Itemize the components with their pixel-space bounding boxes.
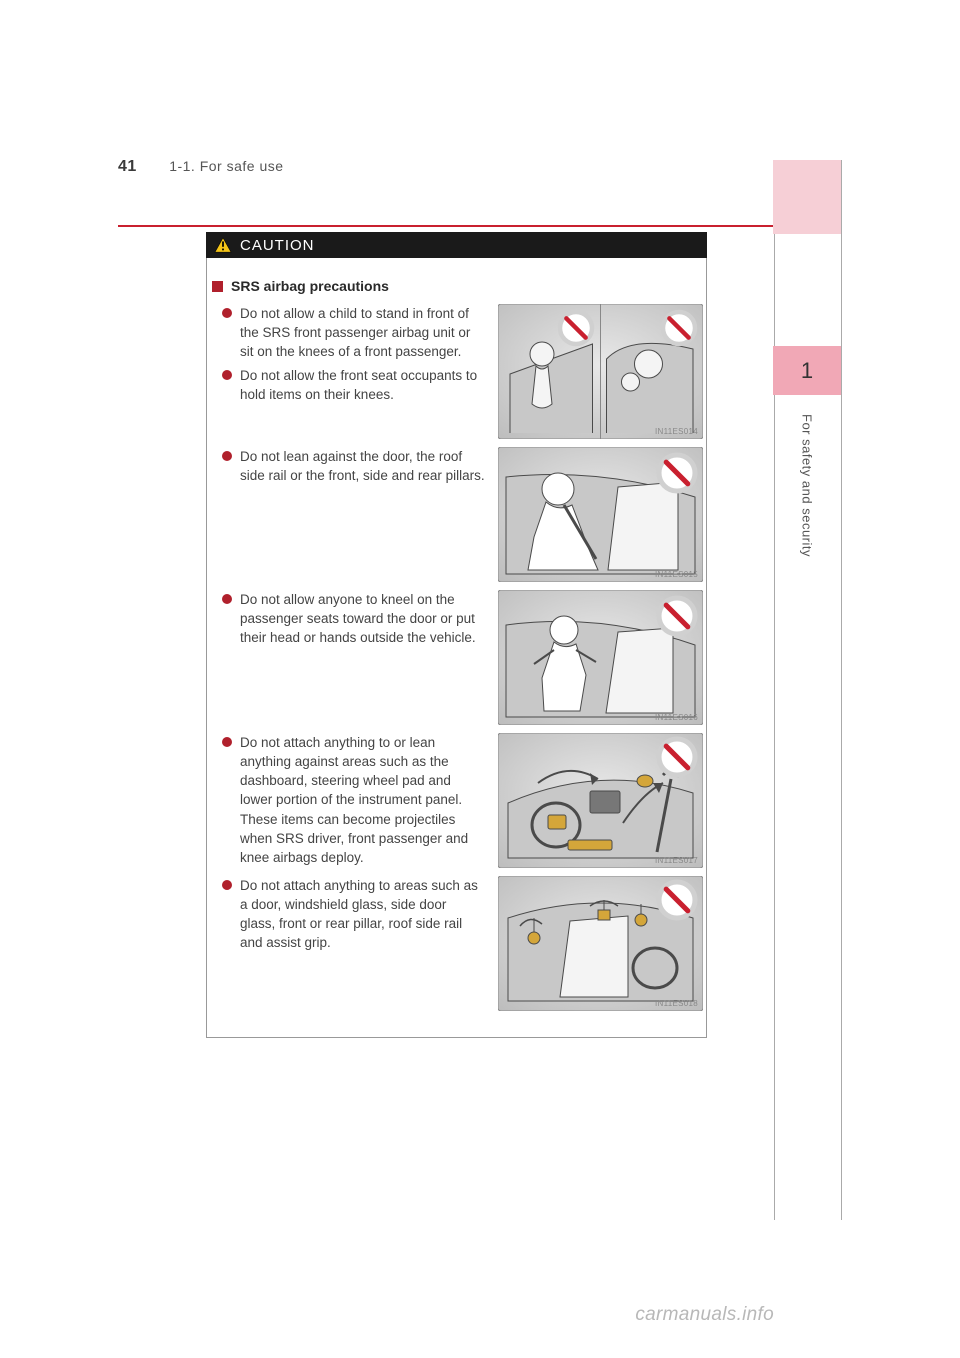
illustration-refcode: IN11ES014 (655, 427, 698, 436)
bullet-text: Do not attach anything to areas such as … (240, 876, 485, 953)
watermark: carmanuals.info (635, 1304, 774, 1326)
bullet-marker-icon (222, 880, 232, 890)
bullet-marker-icon (222, 594, 232, 604)
side-tab-label: For safety and security (773, 408, 841, 728)
bullet-text: Do not allow anyone to kneel on the pass… (240, 590, 485, 647)
caution-heading: SRS airbag precautions (212, 278, 389, 294)
caution-label: CAUTION (240, 237, 315, 254)
side-tab-top (773, 160, 841, 234)
page-number: 41 (118, 158, 137, 175)
warning-icon (214, 237, 232, 253)
bullet-text: Do not attach anything to or lean anythi… (240, 733, 485, 867)
bullet-text: Do not allow the front seat occupants to… (240, 366, 485, 404)
caution-heading-text: SRS airbag precautions (231, 278, 389, 294)
chapter-number: 1 (801, 358, 813, 384)
bullet-marker-icon (222, 370, 232, 380)
bullet-marker-icon (222, 737, 232, 747)
illustration: IN11ES015 (498, 447, 703, 582)
illustration-refcode: IN11ES018 (655, 999, 698, 1008)
illustration: IN11ES017 (498, 733, 703, 868)
section-path: 1-1. For safe use (169, 158, 283, 174)
page-header: 41 1-1. For safe use (118, 158, 778, 176)
side-tab-chapter: 1 (773, 346, 841, 395)
bullet-marker-icon (222, 451, 232, 461)
illustration: IN11ES016 (498, 590, 703, 725)
bullet-text: Do not lean against the door, the roof s… (240, 447, 485, 485)
heading-marker-icon (212, 281, 223, 292)
caution-bar: CAUTION (206, 232, 707, 258)
illustration-refcode: IN11ES015 (655, 570, 698, 579)
illustration-refcode: IN11ES016 (655, 713, 698, 722)
bullet-marker-icon (222, 308, 232, 318)
illustration-refcode: IN11ES017 (655, 856, 698, 865)
side-tab-label-text: For safety and security (800, 408, 815, 557)
illustration: IN11ES014 (498, 304, 703, 439)
header-rule (118, 225, 778, 227)
illustration: IN11ES018 (498, 876, 703, 1011)
side-tab: 1 For safety and security (774, 160, 842, 1220)
bullet-text: Do not allow a child to stand in front o… (240, 304, 485, 361)
